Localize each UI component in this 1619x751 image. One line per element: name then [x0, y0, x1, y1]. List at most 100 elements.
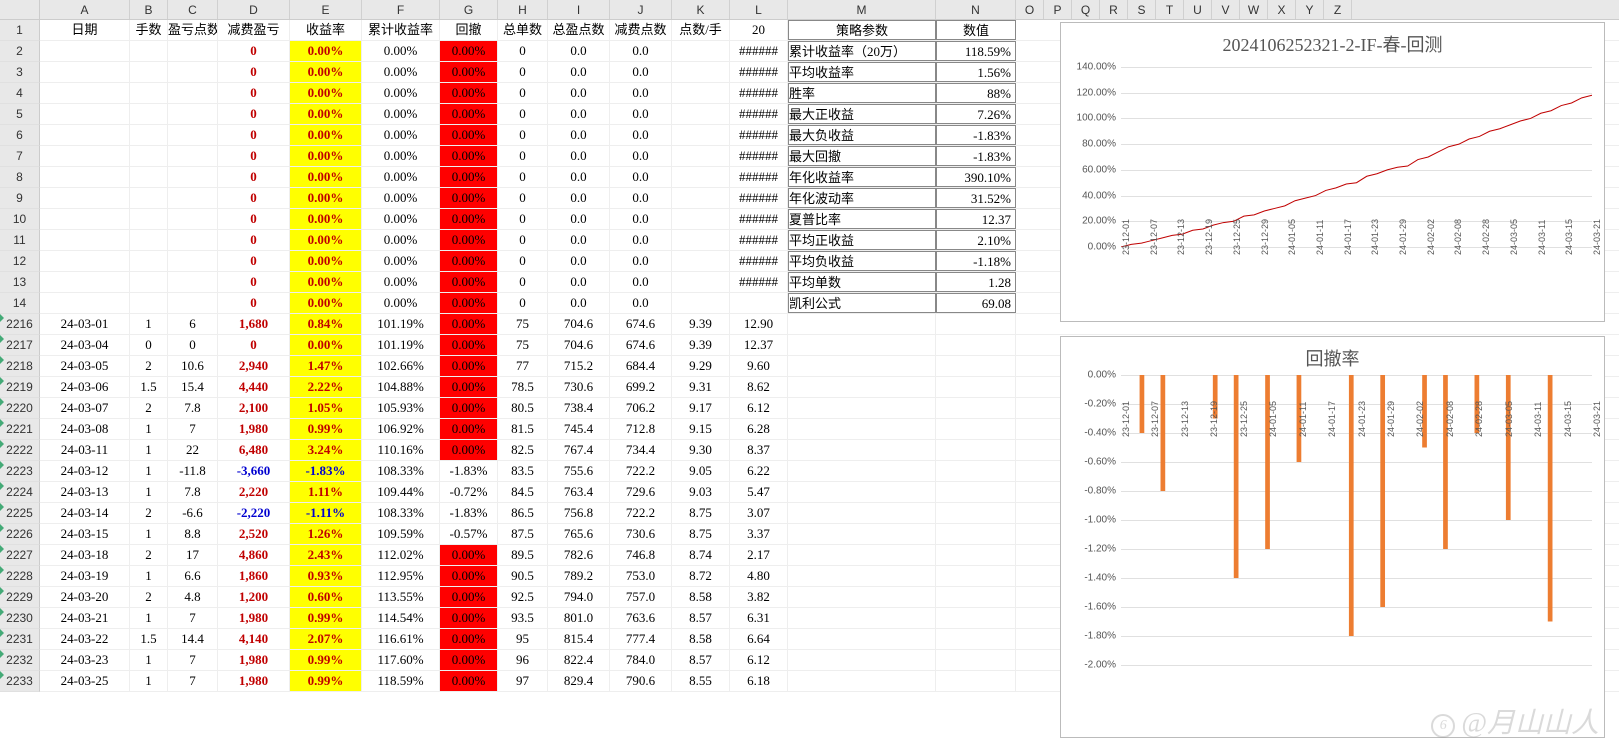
cell[interactable]: 0.00% [440, 314, 498, 334]
cell[interactable]: 69.08 [936, 293, 1016, 313]
cell[interactable]: 2.10% [936, 230, 1016, 250]
cell[interactable]: 706.2 [610, 398, 672, 418]
cell[interactable] [936, 566, 1016, 586]
cell[interactable]: 9.17 [672, 398, 730, 418]
row-number[interactable]: 2219 [0, 377, 40, 398]
cell[interactable]: 8.8 [168, 524, 218, 544]
cell[interactable]: 0.93% [290, 566, 362, 586]
cell[interactable]: 4,140 [218, 629, 290, 649]
cell[interactable]: 0.00% [362, 251, 440, 271]
cell[interactable]: 114.54% [362, 608, 440, 628]
row-number[interactable]: 2 [0, 41, 40, 62]
cell[interactable]: 0 [498, 251, 548, 271]
cell[interactable]: 0.00% [440, 125, 498, 145]
cell[interactable]: 6.12 [730, 650, 788, 670]
cell[interactable]: 收益率 [290, 20, 362, 40]
cell[interactable]: 0 [218, 335, 290, 355]
cell[interactable]: 0.00% [440, 629, 498, 649]
cell[interactable]: 0.00% [440, 545, 498, 565]
row-number[interactable]: 2231 [0, 629, 40, 650]
cell[interactable]: 0.00% [290, 272, 362, 292]
cell[interactable]: -1.83% [936, 146, 1016, 166]
cell[interactable]: 738.4 [548, 398, 610, 418]
cell[interactable]: 0.0 [548, 293, 610, 313]
cell[interactable]: 1,980 [218, 419, 290, 439]
cell[interactable] [672, 41, 730, 61]
cell[interactable] [788, 524, 936, 544]
cell[interactable]: 109.44% [362, 482, 440, 502]
cell[interactable]: 2,940 [218, 356, 290, 376]
cell[interactable]: 0.00% [440, 587, 498, 607]
col-header-S[interactable]: S [1128, 0, 1156, 19]
cell[interactable]: 2 [130, 398, 168, 418]
cell[interactable]: 减费盈亏 [218, 20, 290, 40]
cell[interactable]: 数值 [936, 20, 1016, 40]
cell[interactable] [40, 251, 130, 271]
row-number[interactable]: 2225 [0, 503, 40, 524]
cell[interactable]: 6,480 [218, 440, 290, 460]
cell[interactable]: 6.22 [730, 461, 788, 481]
cell[interactable]: 0.00% [440, 377, 498, 397]
cell[interactable]: 14.4 [168, 629, 218, 649]
cell[interactable] [130, 146, 168, 166]
cell[interactable]: 24-03-18 [40, 545, 130, 565]
cell[interactable]: 8.57 [672, 650, 730, 670]
row-number[interactable]: 14 [0, 293, 40, 314]
cell[interactable]: 1,980 [218, 608, 290, 628]
col-header-L[interactable]: L [730, 0, 788, 19]
cell[interactable]: 0.0 [548, 104, 610, 124]
cell[interactable]: 0.0 [610, 293, 672, 313]
cell[interactable] [168, 272, 218, 292]
cell[interactable]: 年化收益率 [788, 167, 936, 187]
cell[interactable]: 0 [498, 293, 548, 313]
cell[interactable]: 753.0 [610, 566, 672, 586]
cell[interactable] [936, 587, 1016, 607]
cell[interactable]: 0.0 [548, 167, 610, 187]
cell[interactable] [936, 377, 1016, 397]
row-number[interactable]: 2227 [0, 545, 40, 566]
cell[interactable]: 8.58 [672, 629, 730, 649]
cell[interactable]: 1 [130, 419, 168, 439]
cell[interactable]: 1.05% [290, 398, 362, 418]
cell[interactable]: 104.88% [362, 377, 440, 397]
cell[interactable] [936, 545, 1016, 565]
cell[interactable]: 0 [498, 272, 548, 292]
cell[interactable]: 0.0 [610, 41, 672, 61]
cell[interactable]: 夏普比率 [788, 209, 936, 229]
cell[interactable]: 31.52% [936, 188, 1016, 208]
cell[interactable]: 24-03-04 [40, 335, 130, 355]
cell[interactable]: 24-03-23 [40, 650, 130, 670]
cell[interactable]: 2,220 [218, 482, 290, 502]
cell[interactable]: 0.00% [440, 209, 498, 229]
cell[interactable]: 最大回撤 [788, 146, 936, 166]
cell[interactable]: 总盈点数 [548, 20, 610, 40]
cell[interactable]: 24-03-14 [40, 503, 130, 523]
cell[interactable]: 0 [218, 251, 290, 271]
cell[interactable] [672, 272, 730, 292]
col-header-M[interactable]: M [788, 0, 936, 19]
cell[interactable]: 745.4 [548, 419, 610, 439]
cell[interactable]: 0.99% [290, 419, 362, 439]
cell[interactable] [40, 188, 130, 208]
cell[interactable] [168, 167, 218, 187]
row-number[interactable]: 7 [0, 146, 40, 167]
cell[interactable]: 1,980 [218, 671, 290, 691]
cell[interactable]: 0.00% [362, 62, 440, 82]
row-number[interactable]: 3 [0, 62, 40, 83]
cell[interactable]: 1.11% [290, 482, 362, 502]
col-header-H[interactable]: H [498, 0, 548, 19]
cell[interactable]: 24-03-21 [40, 608, 130, 628]
cell[interactable]: 12.90 [730, 314, 788, 334]
row-number[interactable]: 2223 [0, 461, 40, 482]
cell[interactable]: -1.83% [440, 461, 498, 481]
cell[interactable] [168, 125, 218, 145]
cell[interactable]: 2,100 [218, 398, 290, 418]
cell[interactable]: 0.00% [440, 62, 498, 82]
col-header-G[interactable]: G [440, 0, 498, 19]
col-header-O[interactable]: O [1016, 0, 1044, 19]
cell[interactable]: 15.4 [168, 377, 218, 397]
cell[interactable]: 0.00% [440, 104, 498, 124]
row-number[interactable]: 2216 [0, 314, 40, 335]
cell[interactable]: 6.28 [730, 419, 788, 439]
cell[interactable] [672, 293, 730, 313]
